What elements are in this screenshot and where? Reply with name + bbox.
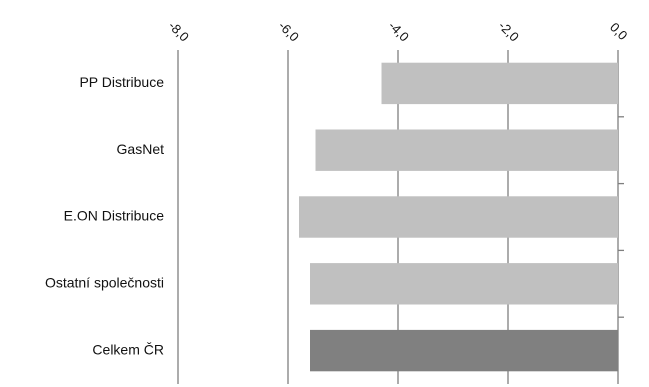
category-labels: PP Distribuce GasNet E.ON Distribuce Ostatn… bbox=[45, 74, 164, 357]
tick-label-3: -2,0 bbox=[496, 18, 522, 44]
category-label-0: PP Distribuce bbox=[79, 74, 164, 90]
bar-0 bbox=[381, 62, 618, 105]
category-label-1: GasNet bbox=[117, 141, 165, 157]
bar-2 bbox=[299, 196, 618, 238]
bars bbox=[299, 62, 618, 372]
tick-label-2: -4,0 bbox=[386, 18, 412, 44]
bar-4 bbox=[310, 329, 618, 372]
tick-label-0: -8,0 bbox=[166, 18, 192, 44]
category-label-3: Ostatní společnosti bbox=[45, 275, 164, 291]
tick-label-4: 0,0 bbox=[607, 20, 630, 43]
tick-label-1: -6,0 bbox=[276, 18, 302, 44]
bar-3 bbox=[310, 263, 618, 305]
category-label-2: E.ON Distribuce bbox=[64, 208, 165, 224]
bar-1 bbox=[315, 129, 618, 171]
category-label-4: Celkem ČR bbox=[92, 341, 164, 357]
